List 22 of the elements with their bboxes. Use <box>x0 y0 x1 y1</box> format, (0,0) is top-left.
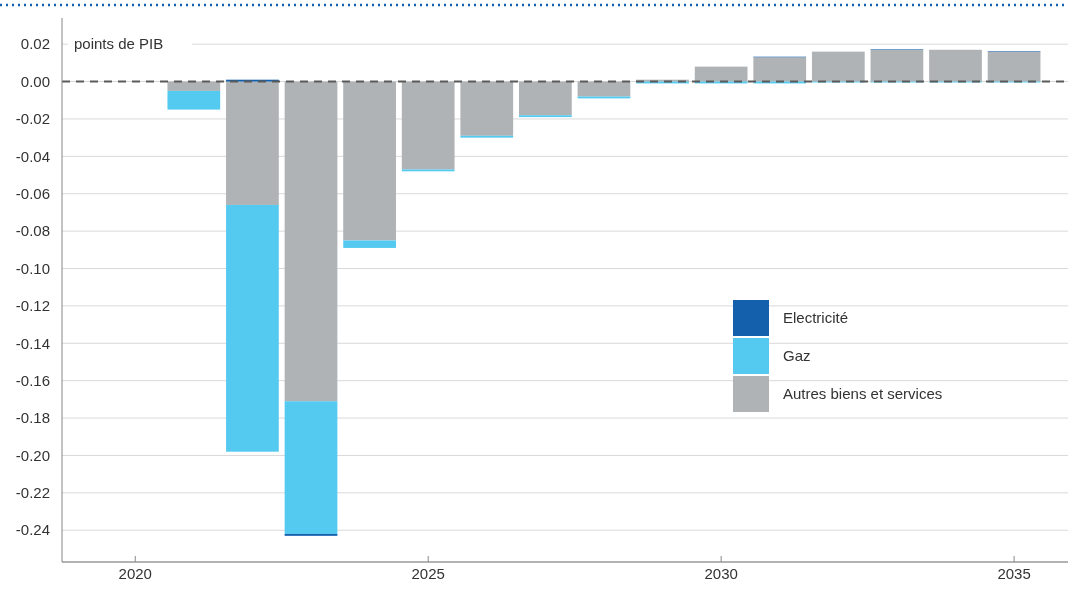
y-tick-label: -0.08 <box>15 222 50 240</box>
y-tick-label: -0.20 <box>15 446 50 464</box>
y-tick-label: -0.06 <box>15 184 50 202</box>
legend-label: Autres biens et services <box>783 385 943 403</box>
y-tick-label: -0.10 <box>15 259 50 277</box>
y-tick-label: -0.16 <box>15 371 50 389</box>
y-axis-title: points de PIB <box>74 35 164 53</box>
y-tick-label: -0.14 <box>15 334 50 352</box>
y-tick-label: -0.02 <box>15 110 50 128</box>
x-tick-label: 2025 <box>411 565 445 583</box>
y-tick-label: 0.00 <box>20 72 50 90</box>
y-tick-label: 0.02 <box>20 35 50 53</box>
legend-label: Gaz <box>783 347 811 365</box>
y-tick-label: -0.22 <box>15 484 50 502</box>
y-tick-label: -0.24 <box>15 521 50 539</box>
x-tick-label: 2030 <box>704 565 738 583</box>
legend-label: Electricité <box>783 309 849 327</box>
y-tick-label: -0.12 <box>15 297 50 315</box>
y-tick-label: -0.18 <box>15 409 50 427</box>
x-tick-label: 2020 <box>118 565 152 583</box>
x-tick-label: 2035 <box>997 565 1031 583</box>
y-tick-label: -0.04 <box>15 147 50 165</box>
